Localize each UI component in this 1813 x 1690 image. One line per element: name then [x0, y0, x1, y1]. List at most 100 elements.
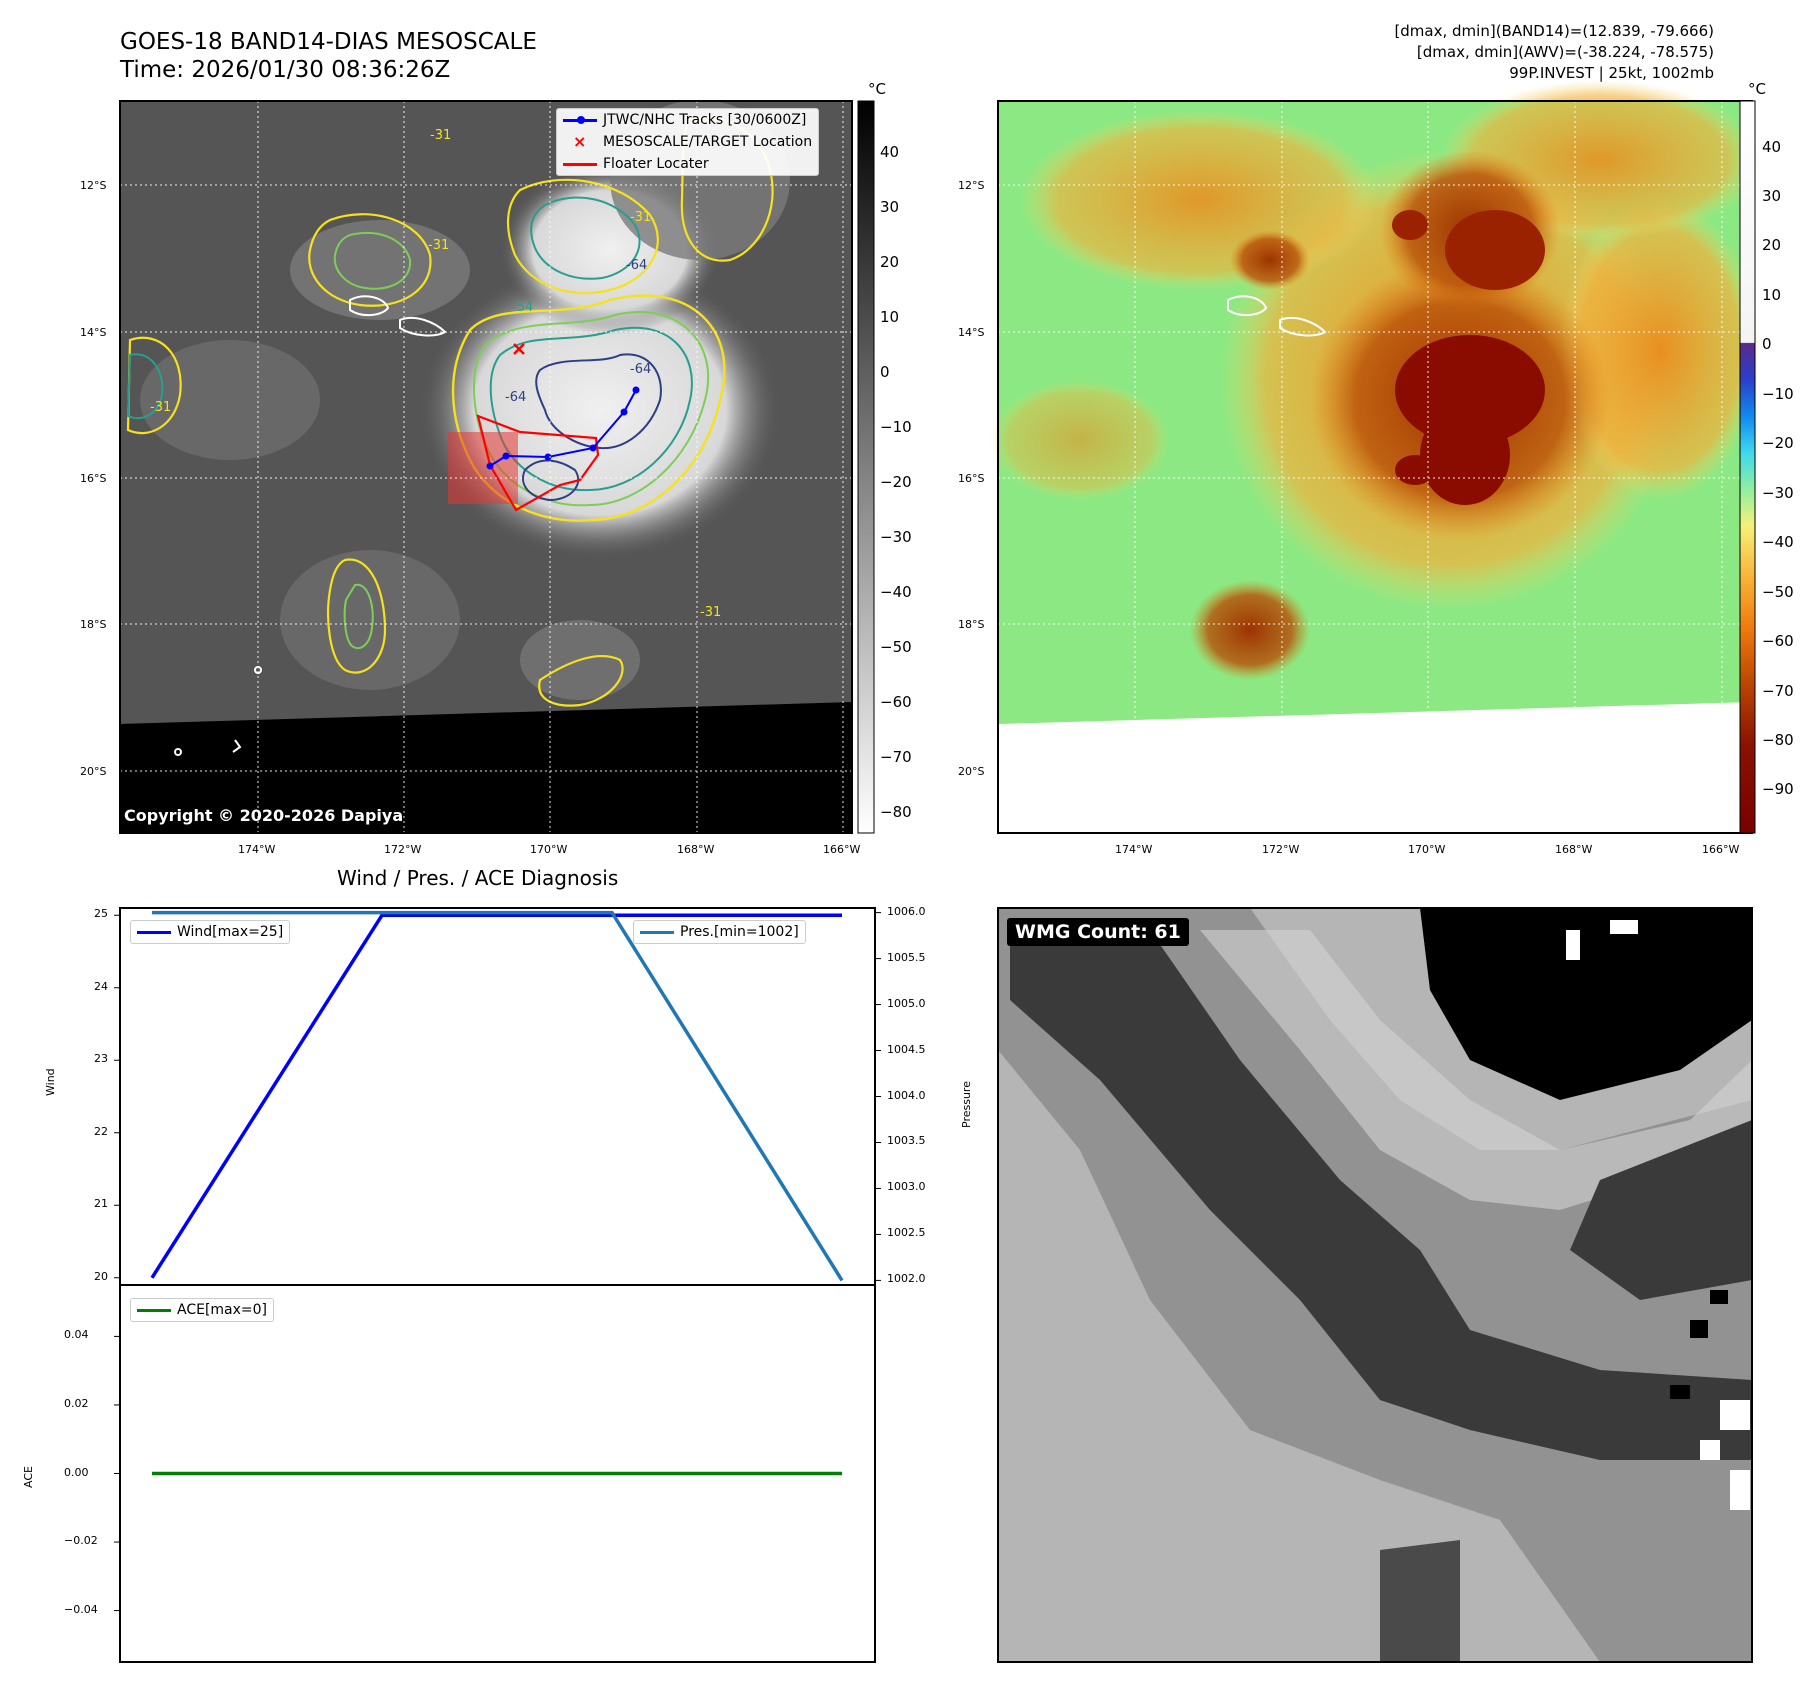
ir-lon-label-168w: 168°W [677, 843, 715, 856]
contour-label: -31 [150, 400, 172, 415]
ir-nodata-region [120, 702, 852, 833]
wmg-count-label: WMG Count: 61 [1007, 918, 1189, 946]
wv-lat-label-12s: 12°S [958, 179, 985, 192]
wind-tick-label: 25 [94, 907, 108, 921]
ir-colorbar-tick: 0 [880, 362, 890, 381]
wmg-dark-region [1420, 908, 1752, 1100]
ace-tick-label: 0.04 [64, 1328, 89, 1342]
contour-label: -64 [626, 258, 648, 273]
ir-colorbar-tick: −70 [880, 747, 912, 766]
wv-lat-label-16s: 16°S [958, 472, 985, 485]
pressure-tick-label: 1003.5 [887, 1134, 926, 1148]
pressure-tick-label: 1002.0 [887, 1272, 926, 1286]
ir-lon-label-174w: 174°W [238, 843, 276, 856]
wind-axis-label: Wind [44, 1068, 57, 1096]
ir-colorbar-tick: 20 [880, 252, 900, 271]
pressure-legend: Pres.[min=1002] [633, 920, 806, 944]
ir-legend: JTWC/NHC Tracks [30/0600Z] × MESOSCALE/T… [556, 108, 820, 176]
ir-lat-label-18s: 18°S [80, 618, 107, 631]
wind-pres-frame [119, 907, 876, 1286]
wv-lon-label-170w: 170°W [1408, 843, 1446, 856]
wv-colorbar-tick: 30 [1762, 186, 1782, 205]
ir-colorbar-tick: −80 [880, 802, 912, 821]
wind-tick-label: 23 [94, 1052, 108, 1066]
contour-label: -64 [630, 362, 652, 377]
pressure-legend-label: Pres.[min=1002] [680, 924, 799, 940]
wv-lat-label-20s: 20°S [958, 765, 985, 778]
ir-colorbar-tick: −60 [880, 692, 912, 711]
wind-tick-label: 21 [94, 1197, 108, 1211]
ir-colorbar-tick: 40 [880, 142, 900, 161]
ace-tick-label: −0.04 [64, 1602, 98, 1616]
pressure-axis-label: Pressure [960, 1081, 973, 1128]
ir-lat-label-14s: 14°S [80, 326, 107, 339]
floater-locater-line [476, 414, 600, 512]
ir-lat-label-16s: 16°S [80, 472, 107, 485]
contour-label: -31 [430, 128, 452, 143]
ir-lon-label-172w: 172°W [384, 843, 422, 856]
pressure-tick-label: 1005.5 [887, 950, 926, 964]
pressure-tick-label: 1003.0 [887, 1180, 926, 1194]
wind-legend-label: Wind[max=25] [177, 924, 284, 940]
legend-item-floater: Floater Locater [557, 153, 818, 175]
wv-lon-label-172w: 172°W [1262, 843, 1300, 856]
wv-lon-label-166w: 166°W [1702, 843, 1740, 856]
wv-gridlines [998, 101, 1752, 833]
wind-tick-label: 20 [94, 1269, 108, 1283]
wv-panel [990, 80, 1760, 834]
wmg-frame [997, 907, 1753, 1663]
wind-legend: Wind[max=25] [130, 920, 291, 944]
wv-colorbar-tick: 40 [1762, 137, 1782, 156]
ir-colorbar-tick: 10 [880, 307, 900, 326]
wv-colorbar-tick: 0 [1762, 335, 1772, 354]
figure-title: GOES-18 BAND14-DIAS MESOSCALE [120, 29, 537, 55]
ace-legend: ACE[max=0] [130, 1298, 275, 1322]
wv-lon-label-174w: 174°W [1115, 843, 1153, 856]
legend-item-target: × MESOSCALE/TARGET Location [573, 132, 813, 151]
pressure-tick-label: 1004.0 [887, 1088, 926, 1102]
contour-label: -31 [630, 210, 652, 225]
ace-tick-label: −0.02 [64, 1534, 98, 1548]
ir-colorbar-tick: −40 [880, 582, 912, 601]
contour-label: -54 [512, 300, 534, 315]
ir-lon-label-166w: 166°W [823, 843, 861, 856]
copyright-text: Copyright © 2020-2026 Dapiya [124, 806, 404, 825]
wind-tick-label: 22 [94, 1124, 108, 1138]
ir-colorbar-tick: 30 [880, 197, 900, 216]
ir-gridlines [120, 101, 852, 833]
wv-lat-label-18s: 18°S [958, 618, 985, 631]
wv-lon-label-168w: 168°W [1555, 843, 1593, 856]
wv-core-2 [1420, 405, 1510, 505]
ace-tick-label: 0.00 [64, 1465, 89, 1479]
pressure-tick-label: 1006.0 [887, 904, 926, 918]
pressure-tick-label: 1002.5 [887, 1226, 926, 1240]
ir-colorbar-tick: −30 [880, 527, 912, 546]
wv-colorbar-tick: 20 [1762, 236, 1782, 255]
jtwc-track-points [486, 386, 640, 470]
figure-time: Time: 2026/01/30 08:36:26Z [120, 57, 451, 83]
wv-colorbar-tick: −70 [1762, 681, 1794, 700]
contour-label: -31 [428, 238, 450, 253]
wv-core-1 [1395, 335, 1545, 445]
ace-legend-label: ACE[max=0] [177, 1302, 268, 1318]
wind-series-line [150, 913, 842, 1279]
wv-colorbar-tick: −20 [1762, 434, 1794, 453]
ir-colorbar-tick: −20 [880, 472, 912, 491]
contour-label: -31 [700, 605, 722, 620]
ir-lon-label-170w: 170°W [530, 843, 568, 856]
ir-frame [119, 100, 853, 834]
wv-lat-label-14s: 14°S [958, 326, 985, 339]
ace-axis-label: ACE [22, 1466, 35, 1488]
info-storm: 99P.INVEST | 25kt, 1002mb [1509, 64, 1714, 82]
ir-lat-label-20s: 20°S [80, 765, 107, 778]
diagnosis-chart-title: Wind / Pres. / ACE Diagnosis [337, 866, 619, 890]
info-awv-range: [dmax, dmin](AWV)=(-38.224, -78.575) [1416, 43, 1714, 61]
ace-tick-label: 0.02 [64, 1396, 89, 1410]
wv-colorbar-unit: °C [1748, 80, 1766, 98]
ir-colorbar-tick: −50 [880, 637, 912, 656]
wv-colorbar-tick: −10 [1762, 384, 1794, 403]
wind-pres-chart [114, 907, 881, 1286]
info-band14-range: [dmax, dmin](BAND14)=(12.839, -79.666) [1394, 22, 1714, 40]
track-dot-icon [577, 116, 585, 124]
ace-chart [114, 1284, 876, 1663]
